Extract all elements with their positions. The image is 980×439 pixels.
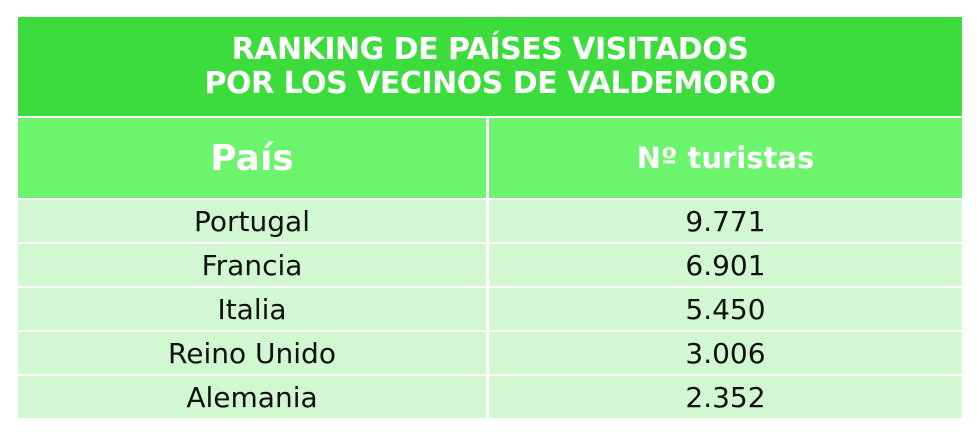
- column-header: País: [18, 118, 486, 198]
- column-header: Nº turistas: [489, 118, 962, 198]
- ranking-table: RANKING DE PAÍSES VISITADOS POR LOS VECI…: [18, 17, 962, 418]
- table-row: Alemania 2.352: [18, 376, 962, 418]
- tourists-cell: 6.901: [489, 244, 962, 286]
- title-line: RANKING DE PAÍSES VISITADOS: [231, 31, 749, 67]
- country-cell: Reino Unido: [18, 332, 486, 374]
- table-body: Portugal 9.771 Francia 6.901 Italia 5.450 Rein…: [18, 200, 962, 418]
- title-band: RANKING DE PAÍSES VISITADOS POR LOS VECI…: [18, 17, 962, 116]
- tourists-cell: 2.352: [489, 376, 962, 418]
- country-cell: Italia: [18, 288, 486, 330]
- tourists-cell: 9.771: [489, 200, 962, 242]
- country-cell: Portugal: [18, 200, 486, 242]
- table-row: Francia 6.901: [18, 244, 962, 286]
- tourists-cell: 5.450: [489, 288, 962, 330]
- tourists-cell: 3.006: [489, 332, 962, 374]
- country-cell: Alemania: [18, 376, 486, 418]
- table-row: Reino Unido 3.006: [18, 332, 962, 374]
- title-line: POR LOS VECINOS DE VALDEMORO: [204, 65, 776, 101]
- table-row: Italia 5.450: [18, 288, 962, 330]
- table-row: Portugal 9.771: [18, 200, 962, 242]
- header-row: País Nº turistas: [18, 118, 962, 198]
- country-cell: Francia: [18, 244, 486, 286]
